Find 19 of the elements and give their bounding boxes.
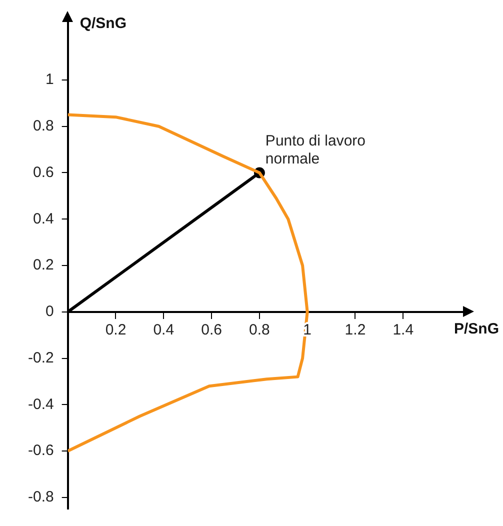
y-tick-label: 1: [46, 71, 54, 88]
y-tick-label: 0.6: [32, 164, 54, 181]
y-tick-label: -0.8: [28, 488, 54, 506]
x-axis-title: P/SnG: [454, 320, 499, 338]
x-tick-label: 0.4: [153, 322, 174, 339]
y-axis-title: Q/SnG: [80, 15, 127, 32]
y-tick-label: 0.2: [32, 256, 54, 274]
x-tick-label: 1.4: [392, 322, 414, 339]
y-tick-label: -0.4: [28, 396, 54, 413]
y-tick-label: 0: [46, 303, 54, 320]
annotation: Punto di lavoro normale: [265, 132, 366, 168]
x-tick-label: 0.2: [105, 322, 126, 339]
y-tick-label: 0.8: [32, 118, 54, 134]
y-tick-label: -0.6: [28, 442, 54, 460]
x-tick-label: 1.2: [344, 322, 366, 339]
x-tick-label: 0.6: [201, 322, 222, 339]
y-tick-label: 0.4: [32, 210, 54, 228]
y-tick-label: -0.2: [28, 349, 54, 366]
x-tick-label: 0.8: [249, 322, 270, 339]
